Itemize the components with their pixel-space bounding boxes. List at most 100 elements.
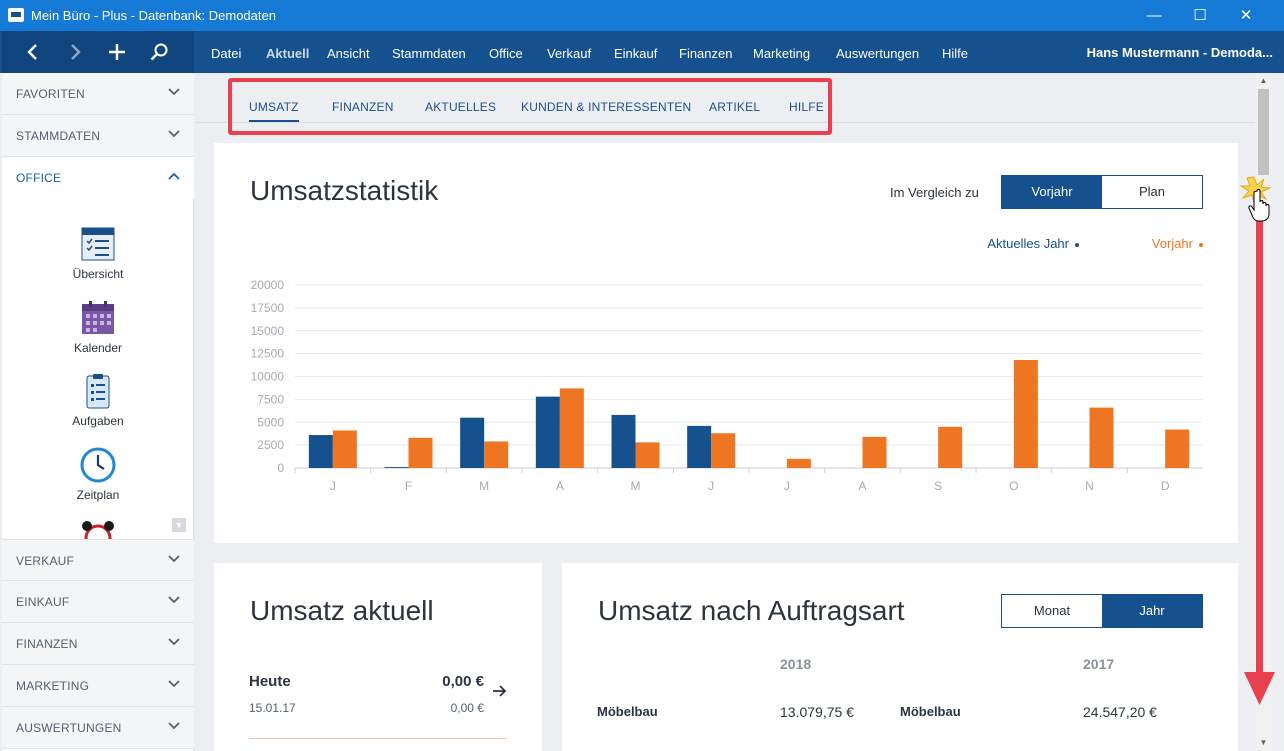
sidebar-scroll-down-icon[interactable]: ▼ [172, 518, 186, 532]
y-tick-label: 5000 [257, 415, 284, 429]
x-tick-label: N [1085, 479, 1094, 493]
tab-hilfe[interactable]: HILFE [789, 100, 825, 114]
tool-label: Übersicht [72, 267, 124, 281]
bar-vorjahr [1165, 429, 1190, 468]
legend-previous-year: Vorjahr [1152, 236, 1203, 251]
tab-artikel[interactable]: ARTIKEL [709, 100, 761, 114]
chevron-down-icon [168, 638, 180, 646]
section-label: EINKAUF [16, 595, 70, 609]
today-date: 15.01.17 [249, 701, 296, 715]
tool-kalender[interactable]: Kalender [2, 300, 194, 355]
section-label: AUSWERTUNGEN [16, 721, 122, 735]
maximize-button[interactable]: ☐ [1193, 7, 1207, 24]
section-label: FAVORITEN [16, 87, 85, 101]
menu-stammdaten[interactable]: Stammdaten [392, 46, 466, 61]
period-toggle: Monat Jahr [1001, 594, 1203, 628]
menu-hilfe[interactable]: Hilfe [942, 46, 969, 61]
scroll-up-icon[interactable]: ▲ [1259, 76, 1268, 85]
x-tick-label: J [708, 479, 714, 493]
x-tick-label: M [479, 479, 489, 493]
tab-aktuelles[interactable]: AKTUELLES [425, 100, 497, 114]
tab-finanzen[interactable]: FINANZEN [332, 100, 394, 114]
menu-marketing[interactable]: Marketing [753, 46, 811, 61]
section-label: STAMMDATEN [16, 129, 101, 143]
divider [249, 738, 507, 739]
menu-ansicht[interactable]: Ansicht [327, 46, 370, 61]
y-tick-label: 17500 [251, 301, 285, 315]
today-label: Heute [249, 673, 291, 690]
section-label: MARKETING [16, 679, 90, 693]
scrollbar-thumb[interactable] [1258, 89, 1269, 175]
x-tick-label: J [330, 479, 336, 493]
minimize-button[interactable]: — [1146, 7, 1162, 24]
close-button[interactable]: ✕ [1239, 7, 1253, 24]
tool-aufgaben[interactable]: Aufgaben [2, 373, 194, 428]
bar-aktuelles-jahr [460, 417, 485, 468]
umsatz-aktuell-card: Umsatz aktuell Heute 0,00 € 15.01.17 0,0… [214, 563, 542, 751]
bar-vorjahr [408, 437, 433, 468]
bar-vorjahr [332, 430, 357, 468]
bar-vorjahr [938, 426, 963, 468]
section-label: OFFICE [16, 171, 62, 185]
tool-label: Aufgaben [72, 414, 124, 428]
back-icon[interactable] [12, 31, 54, 73]
tool-zeitplan[interactable]: Zeitplan [2, 447, 194, 502]
year-2018: 2018 [780, 656, 812, 672]
bar-aktuelles-jahr [535, 396, 560, 468]
user-name[interactable]: Hans Mustermann - Demoda... [1086, 45, 1273, 60]
sidebar-section-favoriten[interactable]: FAVORITEN [2, 73, 194, 115]
y-tick-label: 2500 [257, 438, 284, 452]
toggle-jahr[interactable]: Jahr [1102, 595, 1202, 627]
menu-office[interactable]: Office [489, 46, 523, 61]
sidebar-section-finanzen[interactable]: FINANZEN [2, 623, 194, 665]
sidebar-section-einkauf[interactable]: EINKAUF [2, 581, 194, 623]
nav-buttons [2, 31, 194, 73]
tab-kunden-interessenten[interactable]: KUNDEN & INTERESSENTEN [521, 100, 692, 114]
bar-vorjahr [484, 441, 509, 468]
menu-aktuell[interactable]: Aktuell [266, 46, 310, 61]
menu-datei[interactable]: Datei [211, 46, 242, 61]
toggle-plan[interactable]: Plan [1138, 184, 1166, 199]
row-label: Möbelbau [900, 704, 961, 719]
add-icon[interactable] [96, 31, 138, 73]
bar-aktuelles-jahr [611, 414, 636, 468]
bar-vorjahr [1089, 407, 1114, 468]
sidebar-section-verkauf[interactable]: VERKAUF [2, 539, 194, 581]
toggle-monat[interactable]: Monat [1033, 603, 1071, 618]
tab-umsatz[interactable]: UMSATZ [249, 100, 299, 122]
x-tick-label: A [556, 479, 564, 493]
tool-uebersicht[interactable]: Übersicht [2, 226, 194, 281]
toggle-vorjahr[interactable]: Vorjahr [1002, 176, 1102, 208]
menu-verkauf[interactable]: Verkauf [547, 46, 592, 61]
section-label: FINANZEN [16, 637, 78, 651]
legend-dot [1075, 242, 1079, 247]
window-title: Mein Büro - Plus - Datenbank: Demodaten [31, 8, 276, 23]
sidebar-section-stammdaten[interactable]: STAMMDATEN [2, 115, 194, 157]
menu-einkauf[interactable]: Einkauf [614, 46, 658, 61]
x-tick-label: S [934, 479, 942, 493]
y-tick-label: 12500 [251, 347, 285, 361]
forward-icon[interactable] [54, 31, 96, 73]
sidebar-section-office[interactable]: OFFICE [2, 157, 194, 199]
bar-aktuelles-jahr [687, 425, 712, 468]
sidebar-section-marketing[interactable]: MARKETING [2, 665, 194, 707]
bar-vorjahr [786, 458, 811, 468]
compare-label: Im Vergleich zu [890, 185, 979, 200]
bar-vorjahr [862, 436, 887, 468]
row-value: 13.079,75 € [780, 704, 854, 720]
menu-auswertungen[interactable]: Auswertungen [836, 46, 920, 61]
scroll-down-icon[interactable]: ▼ [1259, 738, 1268, 747]
sidebar-section-auswertungen[interactable]: AUSWERTUNGEN [2, 707, 194, 749]
menu-finanzen[interactable]: Finanzen [679, 46, 733, 61]
drag-annotation [1240, 176, 1275, 705]
tool-label: Zeitplan [76, 488, 120, 502]
previous-value: 0,00 € [450, 701, 484, 715]
arrow-right-icon[interactable] [493, 685, 507, 697]
bar-vorjahr [635, 442, 660, 468]
alarm-clock-icon [82, 521, 114, 540]
chevron-down-icon [168, 130, 180, 138]
search-icon[interactable] [138, 31, 180, 73]
auftragsart-title: Umsatz nach Auftragsart [598, 595, 905, 626]
red-arrow-head-icon [1244, 672, 1275, 705]
x-tick-label: A [858, 479, 866, 493]
